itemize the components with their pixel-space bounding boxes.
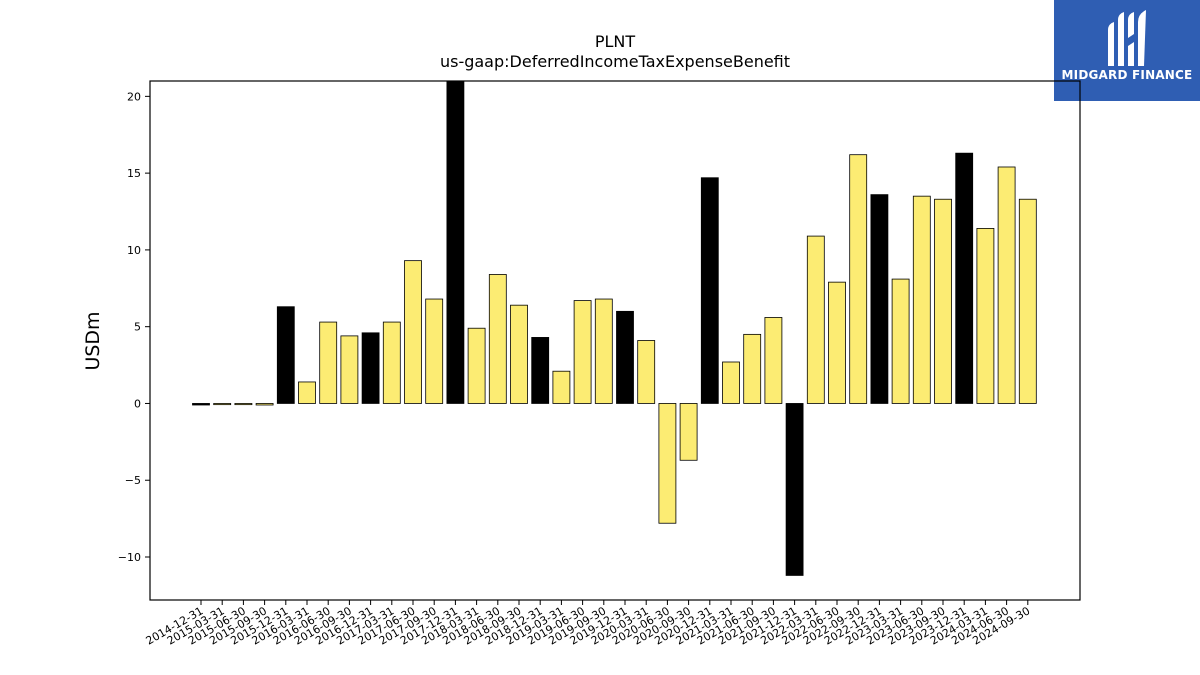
midgard-logo-icon — [1108, 10, 1146, 66]
bar-2016-12-31 — [361, 332, 380, 404]
y-tick-label: 0 — [134, 397, 141, 410]
plot-frame — [149, 80, 1081, 601]
bar-2021-09-30 — [764, 317, 783, 404]
bars-group — [192, 80, 1037, 576]
bar-2023-12-31 — [955, 152, 974, 404]
y-tick-label: −10 — [118, 551, 141, 564]
bar-2017-12-31 — [446, 80, 465, 404]
bar-2024-09-30 — [1018, 198, 1037, 404]
bar-2015-09-30 — [255, 403, 274, 406]
chart-subtitle: us-gaap:DeferredIncomeTaxExpenseBenefit — [439, 52, 791, 71]
y-axis: −10 −5 0 5 10 15 20 — [118, 90, 150, 564]
chart-title-block: PLNT us-gaap:DeferredIncomeTaxExpenseBen… — [150, 32, 1080, 72]
bar-2019-12-31 — [616, 310, 634, 404]
bar-2019-03-31 — [552, 370, 571, 404]
bar-2015-12-31 — [276, 306, 295, 404]
bar-2024-03-31 — [976, 228, 995, 404]
bar-2017-03-31 — [382, 321, 401, 404]
chart-title: PLNT — [594, 32, 636, 51]
bar-2020-12-31 — [700, 177, 719, 404]
bar-2016-03-31 — [298, 381, 316, 404]
bar-2018-03-31 — [467, 327, 486, 404]
bar-2017-09-30 — [425, 298, 444, 404]
bar-2019-06-30 — [573, 300, 592, 404]
bar-2018-09-30 — [510, 304, 528, 404]
bar-2021-06-30 — [743, 333, 762, 404]
y-tick-label: 5 — [134, 321, 141, 334]
bar-2023-06-30 — [912, 195, 931, 404]
bar-2018-12-31 — [531, 337, 550, 404]
bar-2016-06-30 — [319, 321, 338, 404]
bar-2022-06-30 — [828, 281, 846, 404]
bar-2019-09-30 — [594, 298, 613, 404]
bar-2022-03-31 — [806, 235, 825, 404]
logo-text: MIDGARD FINANCE — [1061, 68, 1193, 82]
y-tick-label: 15 — [127, 167, 141, 180]
bar-2021-03-31 — [722, 361, 740, 404]
bar-2018-06-30 — [488, 274, 507, 404]
y-tick-label: 20 — [127, 90, 141, 103]
bar-2021-12-31 — [785, 403, 804, 576]
bar-2024-06-30 — [997, 166, 1016, 404]
bar-2022-12-31 — [870, 194, 889, 404]
bar-2023-03-31 — [891, 278, 910, 404]
midgard-finance-logo: MIDGARD FINANCE — [1054, 0, 1200, 101]
y-tick-label: 10 — [127, 244, 141, 257]
bar-2020-06-30 — [658, 403, 677, 524]
bar-2014-12-31 — [192, 403, 210, 406]
bar-2023-09-30 — [934, 198, 952, 404]
bar-2022-09-30 — [849, 154, 868, 404]
bar-2017-06-30 — [404, 260, 422, 404]
bar-2015-06-30 — [234, 403, 253, 406]
x-axis: 2014-12-312015-03-312015-06-302015-09-30… — [144, 600, 1032, 648]
y-axis-label: USDm — [82, 311, 104, 370]
bar-2020-09-30 — [679, 403, 698, 461]
y-tick-label: −5 — [125, 474, 141, 487]
bar-2016-09-30 — [340, 335, 359, 404]
bar-2015-03-31 — [213, 403, 232, 406]
bar-2020-03-31 — [637, 340, 656, 404]
